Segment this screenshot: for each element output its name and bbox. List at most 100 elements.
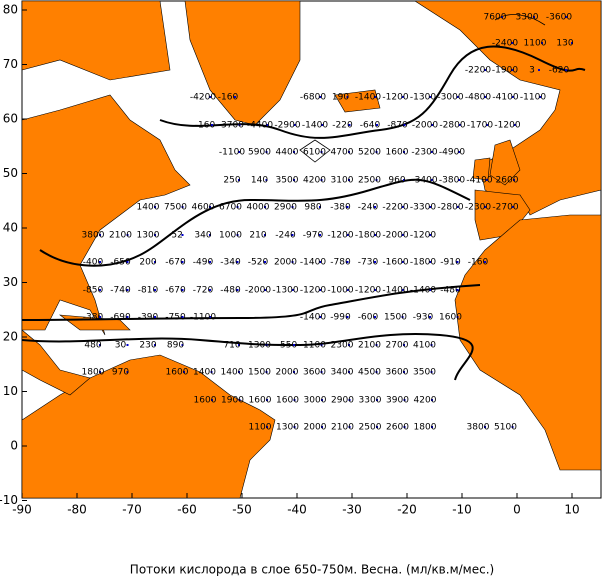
- flux-label: -160: [195, 121, 216, 131]
- flux-label: 1800: [414, 423, 437, 433]
- grid-point: [320, 151, 323, 153]
- grid-point: [99, 371, 101, 373]
- flux-label: -2300: [465, 203, 491, 213]
- flux-label: -1400: [382, 286, 408, 296]
- flux-label: -930: [413, 313, 434, 323]
- grid-point: [484, 96, 486, 98]
- grid-point: [348, 151, 350, 153]
- grid-point: [538, 69, 540, 71]
- flux-label: -3800: [439, 176, 465, 186]
- flux-label: -1100: [190, 313, 216, 323]
- grid-point: [539, 96, 541, 98]
- flux-label: -1400: [410, 286, 436, 296]
- flux-label: 30: [115, 341, 127, 351]
- grid-point: [154, 316, 156, 318]
- flux-label: 1400: [137, 203, 160, 213]
- grid-point: [403, 151, 405, 153]
- grid-point: [126, 289, 129, 291]
- grid-point: [319, 96, 321, 98]
- grid-point: [293, 124, 296, 126]
- grid-point: [346, 234, 349, 236]
- grid-point: [348, 124, 351, 126]
- grid-point: [181, 289, 184, 291]
- flux-label: 980: [304, 203, 321, 213]
- flux-label: 2100: [358, 341, 381, 351]
- grid-point: [458, 179, 460, 181]
- grid-point: [209, 234, 211, 236]
- flux-label: -810: [138, 286, 159, 296]
- grid-point: [181, 316, 184, 318]
- grid-point: [403, 344, 405, 346]
- flux-label: -2000: [245, 286, 271, 296]
- grid-point: [181, 206, 184, 208]
- grid-point: [238, 371, 240, 373]
- flux-label: -1800: [410, 258, 436, 268]
- grid-point: [403, 371, 405, 373]
- flux-label: 6700: [219, 203, 242, 213]
- flux-label: -160: [218, 93, 239, 103]
- flux-label: 2000: [276, 368, 299, 378]
- grid-point: [210, 371, 213, 373]
- flux-label: -480: [440, 286, 461, 296]
- grid-point: [99, 316, 101, 318]
- grid-point: [320, 179, 323, 181]
- flux-label: -400: [83, 258, 104, 268]
- flux-label: 6100: [303, 148, 326, 158]
- flux-label: -3600: [546, 13, 572, 23]
- grid-point: [456, 316, 459, 318]
- x-tick-label: -70: [122, 503, 142, 517]
- grid-point: [374, 96, 376, 98]
- x-tick-label: -80: [67, 503, 87, 517]
- flux-label: -1400: [300, 258, 326, 268]
- grid-point: [264, 206, 266, 208]
- flux-label: 970: [112, 368, 129, 378]
- grid-point: [513, 124, 516, 126]
- grid-point: [403, 179, 405, 181]
- caption: Потоки кислорода в слое 650-750м. Весна.…: [130, 563, 494, 577]
- flux-label: 4200: [414, 396, 437, 406]
- flux-label: -4900: [439, 148, 465, 158]
- x-tick-label: -60: [177, 503, 197, 517]
- flux-label: -390: [138, 313, 159, 323]
- grid-point: [456, 96, 459, 98]
- flux-label: 3600: [303, 368, 326, 378]
- grid-point: [293, 426, 296, 428]
- grid-point: [293, 179, 295, 181]
- grid-point: [99, 289, 101, 291]
- grid-point: [511, 42, 513, 44]
- flux-label: 340: [194, 231, 211, 241]
- grid-point: [374, 289, 376, 291]
- grid-point: [456, 206, 459, 208]
- grid-point: [154, 206, 156, 208]
- flux-label: -720: [193, 286, 214, 296]
- flux-label: -4400: [247, 121, 273, 131]
- grid-point: [511, 426, 514, 428]
- flux-label: -1200: [382, 93, 408, 103]
- x-tick-label: -20: [397, 503, 417, 517]
- flux-label: -1400: [355, 93, 381, 103]
- grid-point: [348, 371, 350, 373]
- grid-point: [293, 151, 295, 153]
- flux-label: -1400: [302, 121, 328, 131]
- y-tick-label: 40: [3, 221, 18, 235]
- flux-label: 2100: [331, 423, 354, 433]
- y-tick-label: 50: [3, 166, 18, 180]
- flux-label: 3400: [331, 368, 354, 378]
- flux-label: -490: [193, 258, 214, 268]
- grid-point: [319, 316, 321, 318]
- grid-point: [348, 426, 351, 428]
- grid-point: [403, 399, 406, 401]
- grid-point: [181, 261, 184, 263]
- flux-label: -4100: [466, 176, 492, 186]
- flux-label: 2000: [304, 423, 327, 433]
- flux-label: 7600: [484, 13, 507, 23]
- flux-label: -240: [358, 203, 379, 213]
- flux-label: 210: [249, 231, 266, 241]
- flux-label: -220: [332, 121, 353, 131]
- flux-label: 1500: [384, 313, 407, 323]
- grid-point: [183, 371, 185, 373]
- flux-label: 2500: [359, 423, 382, 433]
- flux-label: 2500: [358, 176, 381, 186]
- grid-point: [154, 234, 156, 236]
- flux-label: -52: [168, 231, 183, 241]
